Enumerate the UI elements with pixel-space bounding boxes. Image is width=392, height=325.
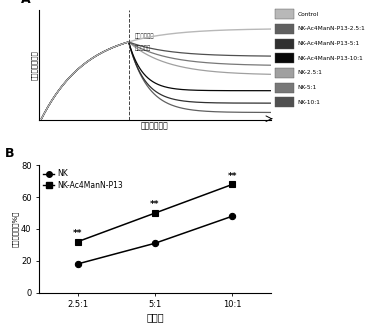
Bar xyxy=(276,53,294,63)
NK-Ac4ManN-P13 xyxy=(75,240,80,244)
NK-Ac4ManN-P13 xyxy=(152,211,157,215)
Text: NK-Ac4ManN-P13-5:1: NK-Ac4ManN-P13-5:1 xyxy=(298,41,359,46)
NK xyxy=(152,241,157,245)
Bar xyxy=(276,39,294,48)
Y-axis label: 杀伤百分比（%）: 杀伤百分比（%） xyxy=(11,211,18,247)
Text: A: A xyxy=(21,0,30,6)
NK-Ac4ManN-P13 xyxy=(230,183,234,187)
Bar xyxy=(276,9,294,19)
NK xyxy=(75,262,80,266)
X-axis label: 时间（小时）: 时间（小时） xyxy=(141,122,169,131)
Text: Control: Control xyxy=(298,12,319,17)
Y-axis label: 均一化细脖指数: 均一化细脖指数 xyxy=(31,50,38,80)
Text: NK-Ac4ManN-P13-10:1: NK-Ac4ManN-P13-10:1 xyxy=(298,56,363,61)
Text: B: B xyxy=(4,147,14,160)
Text: **: ** xyxy=(150,200,160,209)
Text: NK-Ac4ManN-P13-2.5:1: NK-Ac4ManN-P13-2.5:1 xyxy=(298,26,365,32)
Text: **: ** xyxy=(227,172,237,180)
Legend: NK, NK-Ac4ManN-P13: NK, NK-Ac4ManN-P13 xyxy=(43,169,123,189)
Bar xyxy=(276,98,294,107)
Text: NK-2.5:1: NK-2.5:1 xyxy=(298,71,322,75)
Text: 起始时间点: 起始时间点 xyxy=(134,46,151,51)
Text: NK-5:1: NK-5:1 xyxy=(298,85,317,90)
NK xyxy=(230,214,234,218)
Text: 加入效应细胞: 加入效应细胞 xyxy=(134,33,154,39)
Bar xyxy=(276,83,294,93)
Bar xyxy=(276,24,294,34)
Text: **: ** xyxy=(73,229,83,238)
Line: NK-Ac4ManN-P13: NK-Ac4ManN-P13 xyxy=(74,181,235,245)
X-axis label: 效靶比: 效靶比 xyxy=(146,312,164,322)
Text: NK-10:1: NK-10:1 xyxy=(298,100,320,105)
Line: NK: NK xyxy=(74,213,235,267)
Bar xyxy=(276,68,294,78)
